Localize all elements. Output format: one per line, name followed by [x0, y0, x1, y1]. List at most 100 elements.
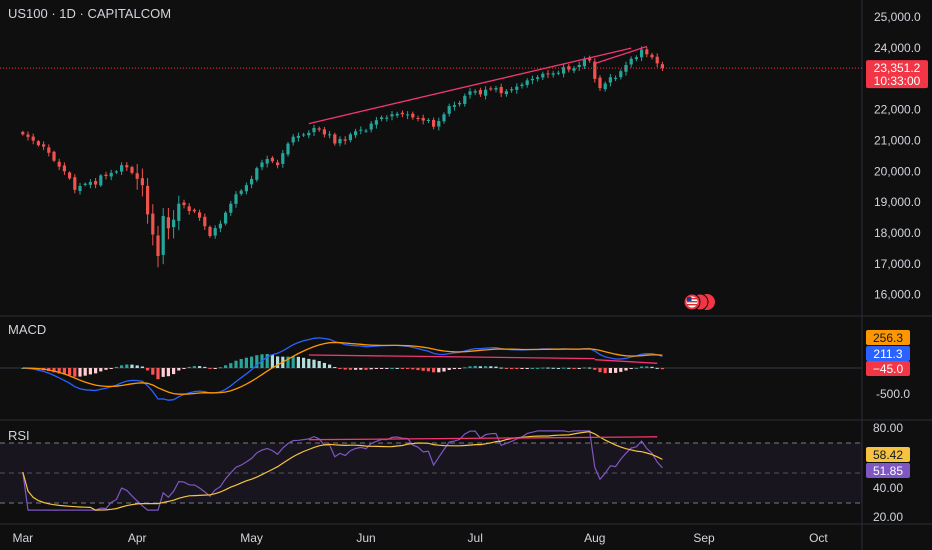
macd-hist-bar	[401, 368, 404, 369]
price-tick: 18,000.0	[874, 226, 921, 240]
macd-hist-bar	[354, 368, 357, 370]
macd-hist-bar	[120, 365, 123, 368]
price-tick: 16,000.0	[874, 288, 921, 302]
macd-tick: -500.0	[876, 387, 910, 401]
rsi-value: 51.85	[873, 464, 903, 478]
macd-hist-bar	[312, 360, 315, 368]
price-tick: 19,000.0	[874, 195, 921, 209]
symbol-title[interactable]: US100 · 1D · CAPITALCOM	[8, 6, 171, 21]
macd-hist-bar	[307, 359, 310, 368]
macd-hist-bar	[167, 368, 170, 376]
macd-hist-bar	[494, 367, 497, 368]
macd-hist-bar	[541, 368, 544, 369]
macd-hist-bar	[219, 367, 222, 368]
macd-hist-bar	[510, 368, 513, 369]
candle	[255, 167, 258, 182]
macd-hist-bar	[484, 366, 487, 368]
time-label: May	[240, 531, 263, 545]
macd-hist-bar	[578, 368, 581, 369]
macd-hist-bar	[349, 368, 352, 370]
macd-hist-bar	[489, 366, 492, 368]
macd-hist-bar	[614, 368, 617, 373]
macd-hist-bar	[505, 368, 508, 369]
macd-hist-bar	[442, 368, 445, 372]
macd-hist-bar	[318, 361, 321, 368]
macd-hist-bar	[635, 368, 638, 369]
price-tick: 21,000.0	[874, 134, 921, 148]
macd-hist-bar	[432, 368, 435, 372]
last-price-tag: 23,351.2 10:33:00	[866, 60, 928, 88]
macd-hist-bar	[370, 368, 373, 369]
time-label: Apr	[128, 531, 147, 545]
time-label: Oct	[809, 531, 828, 545]
time-label: Jun	[356, 531, 375, 545]
time-label: Aug	[584, 531, 605, 545]
macd-hist-bar	[416, 368, 419, 370]
macd-hist-value: −45.0	[873, 362, 904, 376]
macd-hist-bar	[208, 368, 211, 369]
macd-hist-bar	[292, 356, 295, 368]
macd-hist-bar	[297, 357, 300, 368]
macd-hist-bar	[229, 363, 232, 368]
price-tick: 25,000.0	[874, 10, 921, 24]
macd-hist-bar	[593, 368, 596, 370]
time-label: Mar	[12, 531, 33, 545]
last-price-value: 23,351.2	[874, 61, 921, 75]
macd-hist-bar	[479, 366, 482, 368]
macd-hist-bar	[224, 365, 227, 368]
rsi-tick: 40.00	[873, 481, 903, 495]
macd-hist-bar	[552, 368, 555, 369]
macd-signal-value: 256.3	[873, 331, 903, 345]
macd-hist-bar	[448, 368, 451, 370]
macd-hist-bar	[193, 366, 196, 368]
events-flag-icon[interactable]	[684, 294, 715, 310]
macd-line-value: 211.3	[873, 347, 902, 361]
macd-hist-bar	[609, 368, 612, 373]
macd-hist-bar	[141, 367, 144, 369]
macd-hist-bar	[151, 368, 154, 375]
macd-hist-bar	[645, 366, 648, 368]
macd-hist-bar	[468, 366, 471, 368]
macd-hist-bar	[94, 368, 97, 373]
macd-hist-bar	[380, 368, 383, 369]
macd-hist-bar	[463, 367, 466, 368]
macd-hist-bar	[500, 368, 503, 369]
macd-hist-bar	[572, 368, 575, 369]
macd-hist-bar	[624, 368, 627, 371]
macd-hist-bar	[125, 365, 128, 369]
macd-hist-bar	[375, 368, 378, 369]
macd-hist-bar	[333, 367, 336, 368]
macd-hist-bar	[89, 368, 92, 374]
macd-hist-bar	[562, 368, 565, 369]
macd-hist-bar	[271, 355, 274, 368]
macd-hist-bar	[177, 368, 180, 371]
macd-hist-bar	[583, 368, 586, 369]
macd-hist-bar	[240, 359, 243, 368]
macd-hist-bar	[84, 368, 87, 376]
macd-hist-bar	[328, 365, 331, 368]
price-tick: 22,000.0	[874, 103, 921, 117]
macd-hist-bar	[520, 368, 523, 369]
candle	[99, 174, 102, 187]
rsi-tick: 20.00	[873, 510, 903, 524]
candle	[286, 142, 289, 157]
macd-hist-bar	[630, 368, 633, 369]
rsi-pane-title[interactable]: RSI	[8, 428, 30, 443]
macd-hist-bar	[640, 367, 643, 369]
macd-pane-title[interactable]: MACD	[8, 322, 46, 337]
macd-hist-bar	[338, 368, 341, 369]
macd-hist-bar	[515, 368, 518, 369]
macd-hist-bar	[250, 357, 253, 368]
rsi-tick: 80.00	[873, 421, 903, 435]
macd-hist-bar	[130, 365, 133, 368]
macd-hist-bar	[344, 368, 347, 370]
candle	[224, 211, 227, 225]
macd-hist-bar	[146, 368, 149, 370]
price-tick: 17,000.0	[874, 257, 921, 271]
price-tick: 24,000.0	[874, 41, 921, 55]
macd-hist-bar	[396, 368, 399, 369]
macd-hist-bar	[214, 368, 217, 369]
macd-hist-bar	[172, 368, 175, 374]
